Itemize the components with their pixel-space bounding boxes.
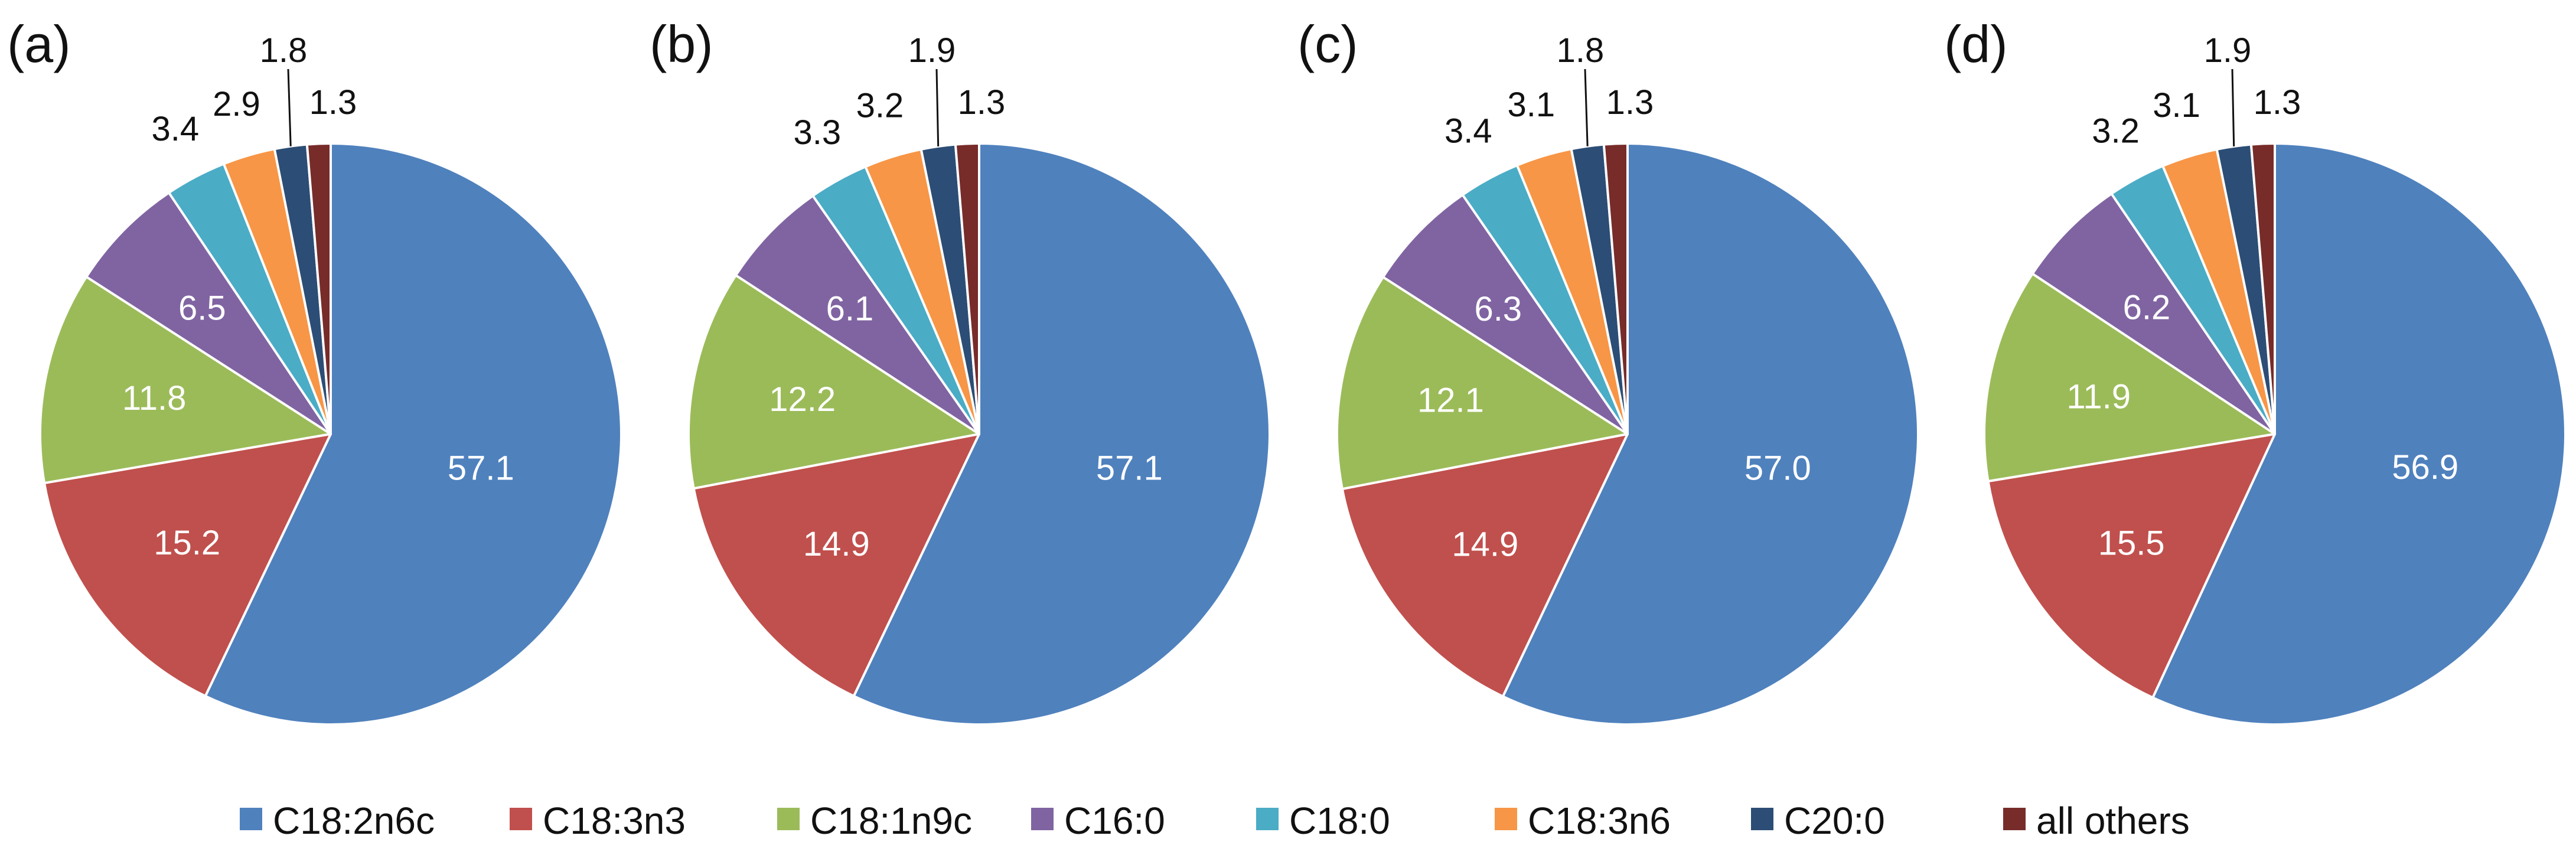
- legend-label: C20:0: [1784, 800, 1885, 842]
- pie-panel-d: (d) 56.9 15.5 11.9 6.2 3.2 3.11.91.3: [1944, 15, 2567, 726]
- data-label: 12.2: [769, 380, 836, 419]
- data-label: 1.9: [908, 31, 956, 70]
- data-label: 11.9: [2066, 377, 2131, 416]
- data-label: 57.0: [1744, 449, 1811, 487]
- pie-slice-c18-1n9c: [1336, 276, 1629, 491]
- pie-slice-c16-0: [2031, 192, 2276, 435]
- data-label: 1.3: [1606, 83, 1654, 122]
- legend-item: C18:2n6c: [240, 800, 435, 842]
- legend-item: C20:0: [1751, 800, 1885, 842]
- data-label: 15.5: [2098, 524, 2165, 563]
- pie-slice-c18-2n6c: [2151, 142, 2567, 726]
- pie-slice-c18-3n3: [1341, 433, 1629, 698]
- legend-item: C18:0: [1256, 800, 1390, 842]
- legend-swatch: [1495, 808, 1517, 830]
- leader-line: [2231, 68, 2235, 146]
- leader-line: [1584, 68, 1589, 146]
- pie-slice-c16-0: [85, 191, 332, 435]
- data-label: 3.1: [1508, 86, 1556, 124]
- legend-swatch: [240, 808, 262, 830]
- data-label: 6.1: [826, 290, 874, 328]
- data-label: 14.9: [1452, 526, 1518, 564]
- legend-swatch: [510, 808, 532, 830]
- data-label: 57.1: [1096, 449, 1163, 488]
- pie-slice-c18-1n9c: [1983, 272, 2276, 483]
- data-label: 1.8: [1557, 31, 1605, 70]
- legend-label: C18:3n3: [543, 800, 686, 842]
- data-label: 12.1: [1417, 381, 1484, 419]
- pie-slice-c18-2n6c: [204, 142, 622, 726]
- pie-slice-c18-2n6c: [1501, 142, 1919, 726]
- panel-title: (d): [1944, 15, 2008, 73]
- pie-slice-c18-3n3: [692, 433, 980, 697]
- legend-item: C18:1n9c: [777, 800, 972, 842]
- pie-slice-c18-1n9c: [39, 275, 332, 485]
- leader-line: [935, 68, 940, 146]
- pie-slice-all-others: [305, 142, 332, 435]
- data-label: 56.9: [2392, 448, 2458, 487]
- pie-slice-all-others: [2249, 142, 2276, 435]
- pie-panel-b: (b) 57.1 14.9 12.2 6.1 3.3 3.21.91.3: [650, 15, 1271, 726]
- panel-title: (b): [650, 15, 713, 73]
- legend-swatch: [1256, 808, 1279, 830]
- legend-item: all others: [2003, 800, 2190, 842]
- pie-slice-all-others: [954, 142, 980, 435]
- pie-slice-c16-0: [1381, 193, 1629, 435]
- pie-panel-c: (c) 57.0 14.9 12.1 6.3 3.4 3.11.81.3: [1297, 15, 1919, 726]
- panel-title: (c): [1297, 15, 1358, 73]
- legend-item: C18:3n6: [1495, 800, 1671, 842]
- legend-swatch: [2003, 808, 2026, 830]
- data-label: 3.3: [794, 113, 842, 152]
- data-label: 6.3: [1474, 290, 1522, 328]
- data-label: 3.4: [1444, 112, 1492, 151]
- data-label: 1.3: [958, 83, 1006, 122]
- panel-title: (a): [7, 15, 71, 73]
- data-label: 57.1: [448, 449, 514, 488]
- legend-item: C16:0: [1031, 800, 1165, 842]
- data-label: 1.3: [2254, 83, 2301, 122]
- legend-label: C18:0: [1289, 800, 1390, 842]
- pie-panel-a: (a) 57.1 15.2 11.8 6.5 3.4 2.91.81.3: [7, 15, 622, 726]
- data-label: 3.4: [151, 110, 199, 148]
- data-label: 2.9: [213, 85, 260, 123]
- data-label: 11.8: [122, 379, 187, 417]
- legend-swatch: [1751, 808, 1773, 830]
- data-label: 3.2: [2092, 112, 2140, 150]
- legend-label: C18:3n6: [1528, 800, 1671, 842]
- legend-label: all others: [2036, 800, 2190, 842]
- pie-slice-all-others: [1602, 142, 1629, 435]
- legend-swatch: [1031, 808, 1054, 830]
- legend: C18:2n6c C18:3n3 C18:1n9c C16:0 C18:0 C18:3n6…: [240, 800, 2190, 842]
- data-label: 6.2: [2123, 289, 2171, 327]
- leader-line: [287, 68, 292, 146]
- pie-slice-c16-0: [734, 194, 980, 435]
- data-label: 3.2: [856, 87, 904, 125]
- legend-label: C16:0: [1064, 800, 1165, 842]
- pie-slice-c18-1n9c: [687, 274, 980, 490]
- pie-slice-c18-2n6c: [852, 142, 1271, 726]
- data-label: 6.5: [178, 289, 226, 327]
- legend-label: C18:2n6c: [273, 800, 435, 842]
- pie-panels: (a)57.115.211.86.53.42.91.81.3(b)57.114.…: [7, 15, 2567, 726]
- data-label: 1.3: [309, 83, 357, 122]
- data-label: 14.9: [803, 525, 870, 563]
- legend-label: C18:1n9c: [810, 800, 972, 842]
- legend-swatch: [777, 808, 800, 830]
- legend-item: C18:3n3: [510, 800, 686, 842]
- data-label: 1.9: [2204, 31, 2252, 70]
- pie-slice-c18-3n3: [43, 433, 332, 697]
- pie-slice-c18-3n3: [1987, 433, 2276, 699]
- data-label: 15.2: [154, 524, 220, 562]
- data-label: 1.8: [260, 31, 308, 70]
- data-label: 3.1: [2153, 86, 2200, 125]
